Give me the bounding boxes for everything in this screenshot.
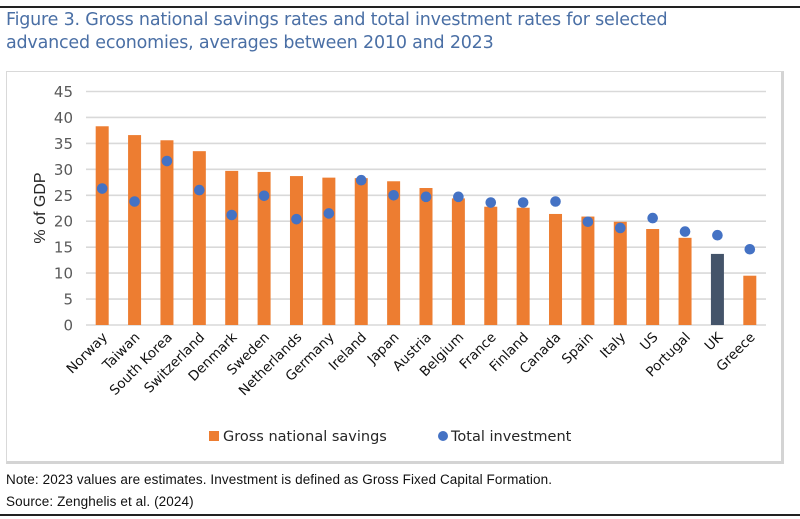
savings-bars: [95, 126, 757, 325]
figure-title-line-1: Figure 3. Gross national savings rates a…: [6, 10, 668, 30]
legend: Gross national savings Total investment: [209, 429, 572, 445]
bar-finland: [516, 207, 530, 325]
dot-taiwan: [129, 196, 140, 207]
bar-south-korea: [160, 140, 174, 325]
x-tick-label: Norway: [63, 330, 111, 378]
figure-note: Note: 2023 values are estimates. Investm…: [6, 472, 553, 487]
dot-austria: [420, 191, 432, 203]
dot-finland: [517, 197, 529, 208]
y-tick-label: 15: [54, 239, 73, 257]
bottom-rule: [0, 514, 800, 516]
dot-norway: [96, 183, 108, 194]
bar-greece: [743, 275, 757, 325]
y-tick-label: 45: [54, 83, 73, 101]
dot-sweden: [258, 190, 270, 202]
legend-swatch-savings: [209, 431, 219, 441]
legend-label-investment: Total investment: [450, 429, 572, 445]
bar-uk: [710, 253, 724, 325]
bar-italy: [613, 221, 627, 325]
dot-switzerland: [194, 184, 205, 196]
x-tick-label: US: [637, 330, 661, 354]
legend-label-savings: Gross national savings: [223, 429, 387, 445]
dot-canada: [550, 196, 561, 207]
y-tick-label: 30: [54, 161, 73, 179]
y-tick-label: 0: [63, 317, 73, 335]
figure-title: Figure 3. Gross national savings rates a…: [6, 9, 786, 55]
bar-denmark: [225, 170, 239, 325]
y-tick-labels: 0 5 10 15 20 25 30 35 40 45: [54, 83, 73, 335]
figure-source: Source: Zenghelis et al. (2024): [6, 494, 194, 509]
bar-austria: [419, 188, 433, 325]
y-tick-label: 25: [54, 187, 73, 205]
figure-title-line-2: advanced economies, averages between 201…: [6, 33, 494, 53]
bar-japan: [387, 181, 401, 325]
legend-marker-investment: [438, 431, 448, 441]
bar-germany: [322, 177, 336, 325]
bar-taiwan: [128, 135, 142, 325]
bar-norway: [95, 126, 109, 325]
x-tick-label: UK: [702, 329, 727, 354]
bar-spain: [581, 216, 595, 325]
dot-belgium: [453, 191, 464, 203]
chart-frame: [6, 71, 784, 464]
dot-south-korea: [161, 155, 173, 167]
bar-switzerland: [192, 151, 206, 325]
bar-belgium: [451, 198, 465, 325]
y-tick-label: 10: [54, 265, 73, 283]
y-tick-label: 5: [63, 291, 73, 309]
bar-ireland: [354, 178, 368, 325]
dot-japan: [388, 189, 399, 201]
y-tick-label: 35: [54, 135, 73, 153]
dot-netherlands: [291, 213, 302, 225]
dot-denmark: [226, 209, 238, 221]
dot-portugal: [679, 226, 691, 237]
top-rule: [0, 6, 800, 8]
dot-ireland: [355, 174, 367, 186]
y-tick-label: 40: [54, 109, 73, 127]
bar-netherlands: [289, 176, 303, 325]
investment-dots: [96, 155, 756, 255]
bar-france: [484, 206, 498, 325]
bar-sweden: [257, 171, 271, 325]
bar-portugal: [678, 237, 692, 325]
dot-greece: [744, 243, 756, 255]
dot-germany: [323, 208, 335, 219]
bar-canada: [549, 213, 563, 325]
y-axis-label: % of GDP: [32, 172, 49, 243]
dot-italy: [614, 222, 626, 234]
dot-uk: [712, 229, 723, 241]
dot-us: [647, 212, 658, 224]
x-tick-label: Italy: [597, 330, 629, 362]
bar-us: [646, 229, 660, 325]
dot-spain: [582, 216, 594, 228]
y-tick-label: 20: [54, 213, 73, 231]
dot-france: [485, 197, 497, 208]
x-tick-label: Spain: [559, 330, 597, 368]
